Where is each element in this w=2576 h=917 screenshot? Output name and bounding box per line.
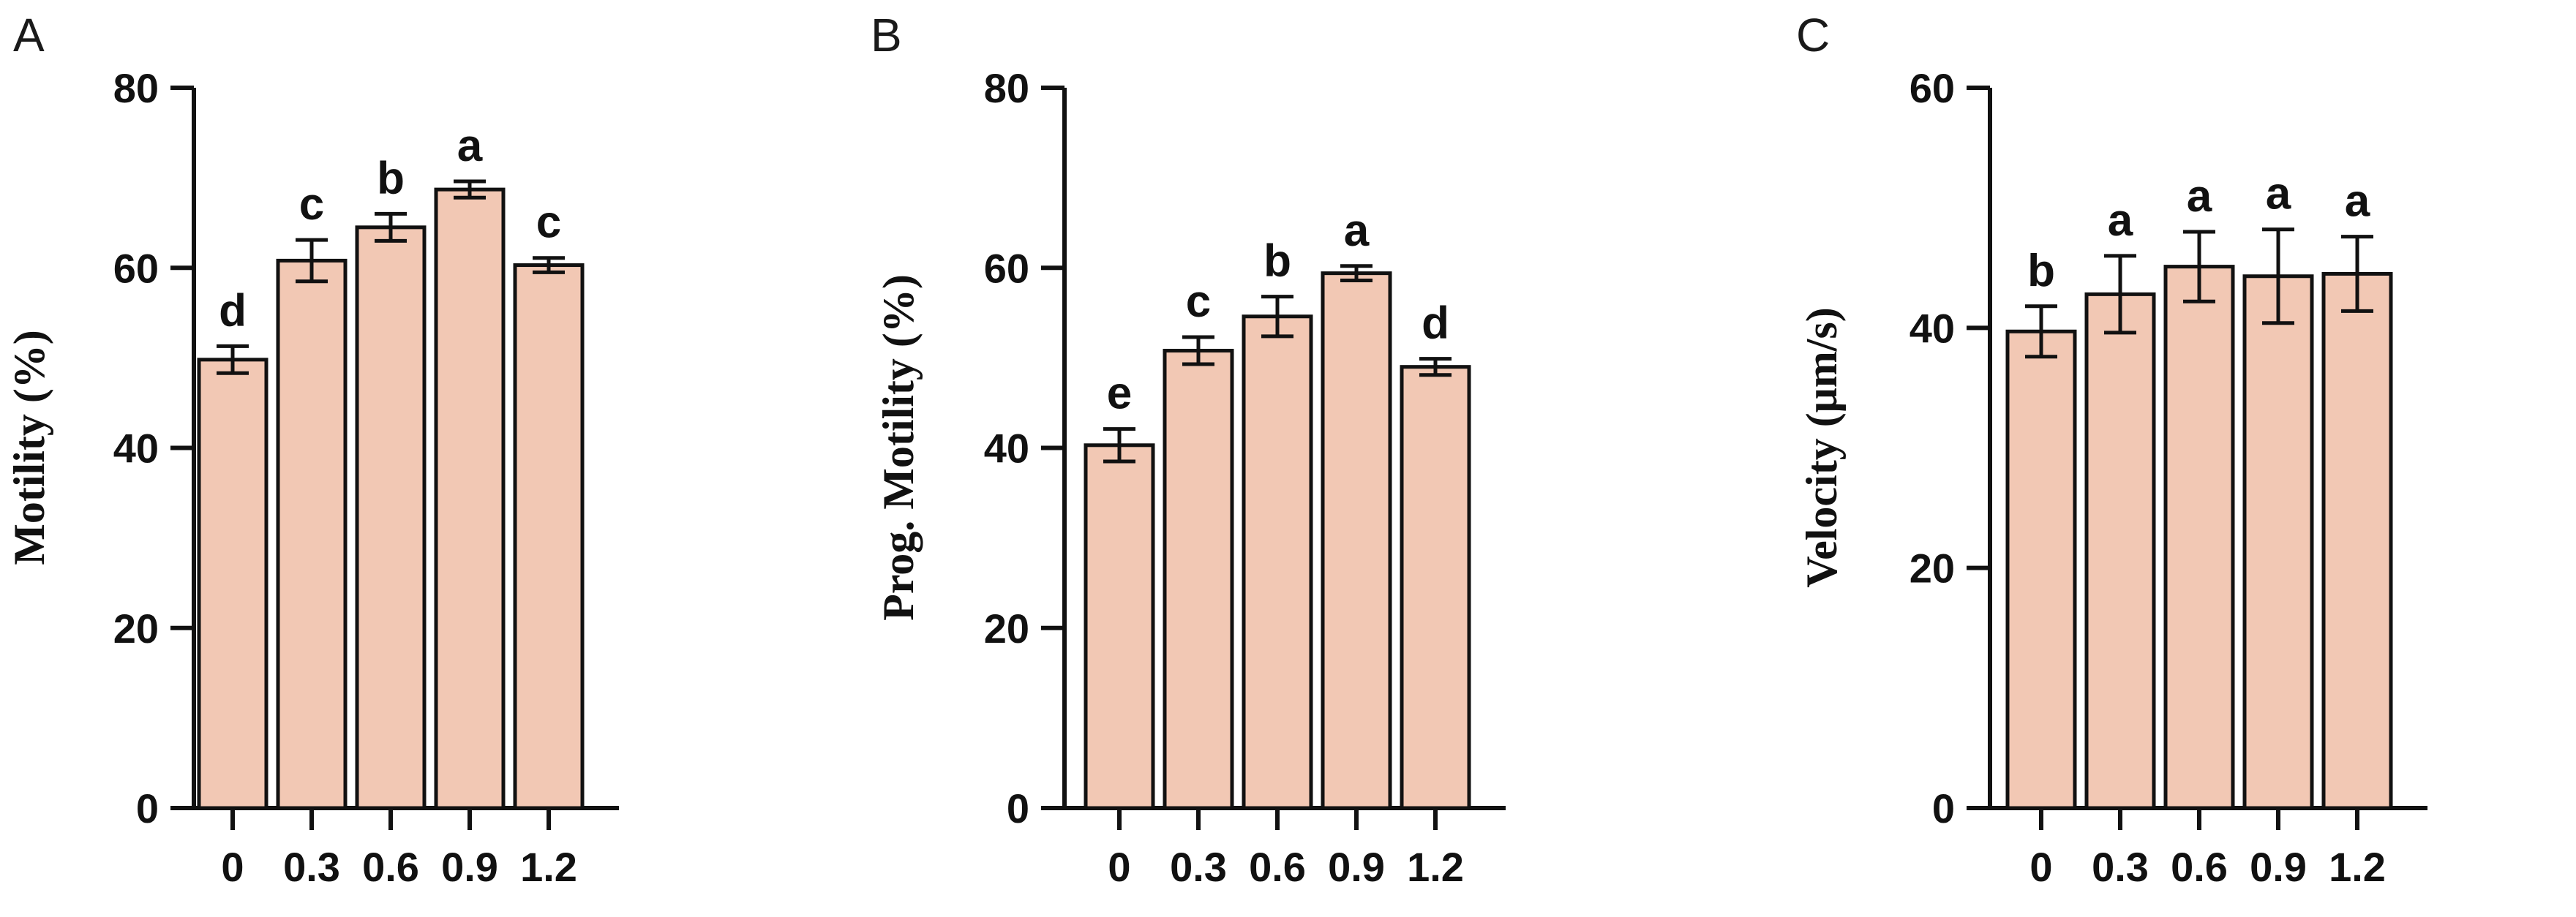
y-tick-label: 40 <box>984 426 1029 472</box>
significance-label: b <box>2027 246 2055 296</box>
x-tick-label: 0.9 <box>441 844 498 890</box>
significance-label: a <box>2108 195 2133 246</box>
y-tick-label: 40 <box>1910 305 1955 351</box>
bar <box>2084 292 2156 810</box>
bar <box>2321 271 2393 810</box>
significance-label: a <box>2266 169 2291 219</box>
panel-letter: A <box>13 9 45 61</box>
y-axis-title: Motility (%) <box>5 330 53 565</box>
significance-label: d <box>1422 298 1449 349</box>
bar <box>434 187 506 810</box>
significance-label: a <box>1344 205 1370 256</box>
significance-label: d <box>219 285 247 336</box>
bar <box>355 225 427 810</box>
x-tick-label: 0 <box>221 844 244 890</box>
bar <box>1163 349 1234 810</box>
significance-label: c <box>1186 276 1211 327</box>
x-tick-label: 0.6 <box>362 844 419 890</box>
x-tick-label: 1.2 <box>520 844 577 890</box>
y-tick-label: 0 <box>1932 785 1955 831</box>
y-tick-label: 20 <box>984 605 1029 652</box>
y-tick-label: 40 <box>113 426 159 472</box>
panel-letter: C <box>1796 9 1830 61</box>
x-tick-label: 0 <box>2029 844 2052 890</box>
x-tick-label: 0 <box>1108 844 1130 890</box>
x-tick-label: 0.3 <box>2092 844 2149 890</box>
significance-label: a <box>2345 176 2370 227</box>
bar <box>276 258 348 810</box>
y-tick-label: 60 <box>113 245 159 291</box>
bar <box>197 358 269 810</box>
bar <box>2163 265 2235 810</box>
y-tick-label: 80 <box>113 65 159 111</box>
x-tick-label: 1.2 <box>1407 844 1464 890</box>
y-tick-label: 20 <box>113 605 159 652</box>
x-tick-label: 0.9 <box>2250 844 2307 890</box>
significance-label: a <box>2187 171 2212 222</box>
y-tick-label: 0 <box>1007 785 1029 831</box>
y-axis-title: Velocity (μm/s) <box>1798 307 1846 587</box>
significance-label: b <box>1263 236 1291 287</box>
y-tick-label: 60 <box>984 245 1029 291</box>
bar <box>1242 314 1313 810</box>
bar <box>513 263 585 810</box>
significance-label: a <box>457 121 483 171</box>
x-tick-label: 0.9 <box>1328 844 1385 890</box>
x-tick-label: 0.3 <box>283 844 340 890</box>
significance-label: c <box>299 179 324 230</box>
bar <box>2005 329 2077 810</box>
significance-label: c <box>536 197 561 248</box>
x-tick-label: 0.3 <box>1170 844 1227 890</box>
panel-letter: B <box>871 9 902 61</box>
significance-label: e <box>1107 369 1132 419</box>
y-axis-title: Prog. Motility (%) <box>874 274 923 621</box>
bar <box>2242 274 2314 810</box>
y-tick-label: 80 <box>984 65 1029 111</box>
significance-label: b <box>377 153 405 203</box>
x-tick-label: 0.6 <box>1249 844 1306 890</box>
bar <box>1400 365 1471 810</box>
bar <box>1321 271 1392 810</box>
x-tick-label: 1.2 <box>2329 844 2386 890</box>
y-tick-label: 20 <box>1910 546 1955 592</box>
y-tick-label: 0 <box>136 785 159 831</box>
y-tick-label: 60 <box>1910 65 1955 111</box>
x-tick-label: 0.6 <box>2171 844 2228 890</box>
bar <box>1084 443 1155 810</box>
